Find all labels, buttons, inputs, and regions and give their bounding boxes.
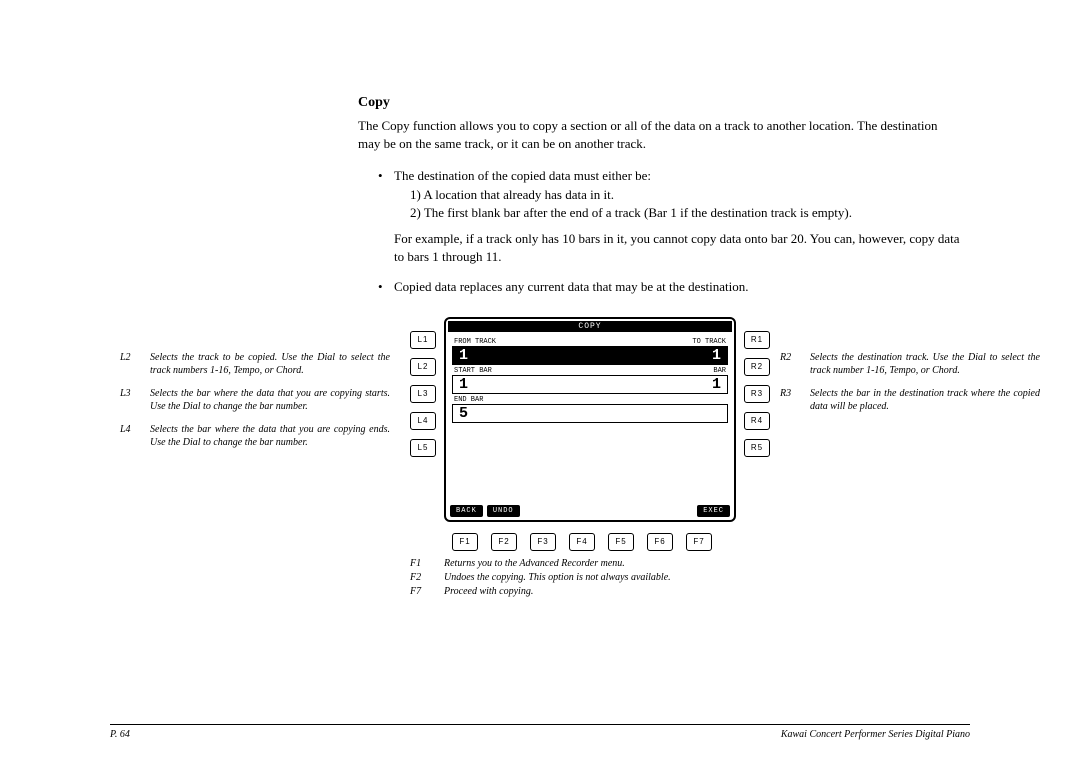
bullet-1-item-1: 1) A location that already has data in i…	[410, 186, 960, 204]
value-from-track: 1	[459, 347, 468, 364]
note-text: Selects the destination track. Use the D…	[810, 351, 1040, 377]
left-notes: L2 Selects the track to be copied. Use t…	[120, 351, 390, 459]
left-key-column: L1 L2 L3 L4 L5	[410, 331, 436, 457]
value-to-track: 1	[712, 347, 721, 364]
bullet-dot: •	[378, 167, 394, 222]
key-f3: F3	[530, 533, 556, 551]
note-row: L4 Selects the bar where the data that y…	[120, 423, 390, 449]
right-notes: R2 Selects the destination track. Use th…	[780, 351, 1040, 423]
field-from-track: FROM TRACK TO TRACK 1 1	[452, 338, 728, 365]
note-key: F1	[410, 557, 444, 571]
bullet-1: • The destination of the copied data mus…	[378, 167, 960, 222]
key-f7: F7	[686, 533, 712, 551]
key-f2: F2	[491, 533, 517, 551]
note-row: F2 Undoes the copying. This option is no…	[410, 571, 671, 585]
key-l4: L4	[410, 412, 436, 430]
bottom-notes: F1 Returns you to the Advanced Recorder …	[410, 557, 671, 599]
key-r2: R2	[744, 358, 770, 376]
bullet-1-lead: The destination of the copied data must …	[394, 167, 960, 185]
key-r4: R4	[744, 412, 770, 430]
screen-softkeys: BACK UNDO EXEC	[450, 505, 730, 517]
section-title: Copy	[358, 95, 960, 111]
bullet-2-text: Copied data replaces any current data th…	[394, 278, 960, 296]
note-row: F7 Proceed with copying.	[410, 585, 671, 599]
note-row: R3 Selects the bar in the destination tr…	[780, 387, 1040, 413]
note-key: F2	[410, 571, 444, 585]
note-text: Undoes the copying. This option is not a…	[444, 571, 671, 585]
note-row: L2 Selects the track to be copied. Use t…	[120, 351, 390, 377]
key-r1: R1	[744, 331, 770, 349]
value-end-bar: 5	[459, 405, 468, 422]
key-l2: L2	[410, 358, 436, 376]
screen-title: COPY	[448, 321, 732, 332]
label-bar: BAR	[713, 367, 726, 375]
note-key: L2	[120, 351, 150, 377]
key-f5: F5	[608, 533, 634, 551]
note-text: Selects the track to be copied. Use the …	[150, 351, 390, 377]
note-key: L3	[120, 387, 150, 413]
note-row: R2 Selects the destination track. Use th…	[780, 351, 1040, 377]
note-key: R2	[780, 351, 810, 377]
label-end-bar: END BAR	[454, 396, 483, 404]
key-r3: R3	[744, 385, 770, 403]
key-r5: R5	[744, 439, 770, 457]
soft-exec: EXEC	[697, 505, 730, 517]
note-key: L4	[120, 423, 150, 449]
key-f1: F1	[452, 533, 478, 551]
key-l3: L3	[410, 385, 436, 403]
note-text: Selects the bar where the data that you …	[150, 423, 390, 449]
key-l1: L1	[410, 331, 436, 349]
soft-back: BACK	[450, 505, 483, 517]
note-text: Returns you to the Advanced Recorder men…	[444, 557, 625, 571]
key-f4: F4	[569, 533, 595, 551]
intro-paragraph: The Copy function allows you to copy a s…	[358, 117, 960, 153]
key-l5: L5	[410, 439, 436, 457]
field-start-bar: START BAR BAR 1 1	[452, 367, 728, 394]
value-bar: 1	[712, 376, 721, 393]
example-paragraph: For example, if a track only has 10 bars…	[394, 230, 960, 266]
product-name: Kawai Concert Performer Series Digital P…	[781, 729, 970, 740]
lcd-screen: COPY FROM TRACK TO TRACK 1 1 START BAR	[444, 317, 736, 522]
label-to-track: TO TRACK	[692, 338, 726, 346]
note-key: R3	[780, 387, 810, 413]
note-row: F1 Returns you to the Advanced Recorder …	[410, 557, 671, 571]
label-from-track: FROM TRACK	[454, 338, 496, 346]
page-number: P. 64	[110, 729, 130, 740]
soft-undo: UNDO	[487, 505, 520, 517]
bullet-1-item-2: 2) The first blank bar after the end of …	[410, 204, 960, 222]
note-text: Selects the bar in the destination track…	[810, 387, 1040, 413]
label-start-bar: START BAR	[454, 367, 492, 375]
f-key-row: F1 F2 F3 F4 F5 F6 F7	[452, 533, 712, 551]
note-row: L3 Selects the bar where the data that y…	[120, 387, 390, 413]
note-text: Selects the bar where the data that you …	[150, 387, 390, 413]
right-key-column: R1 R2 R3 R4 R5	[744, 331, 770, 457]
page-footer: P. 64 Kawai Concert Performer Series Dig…	[110, 724, 970, 740]
note-text: Proceed with copying.	[444, 585, 533, 599]
note-key: F7	[410, 585, 444, 599]
key-f6: F6	[647, 533, 673, 551]
bullet-dot: •	[378, 278, 394, 296]
field-end-bar: END BAR 5	[452, 396, 728, 423]
bullet-2: • Copied data replaces any current data …	[378, 278, 960, 296]
diagram-area: L2 Selects the track to be copied. Use t…	[120, 317, 960, 577]
value-start-bar: 1	[459, 376, 468, 393]
